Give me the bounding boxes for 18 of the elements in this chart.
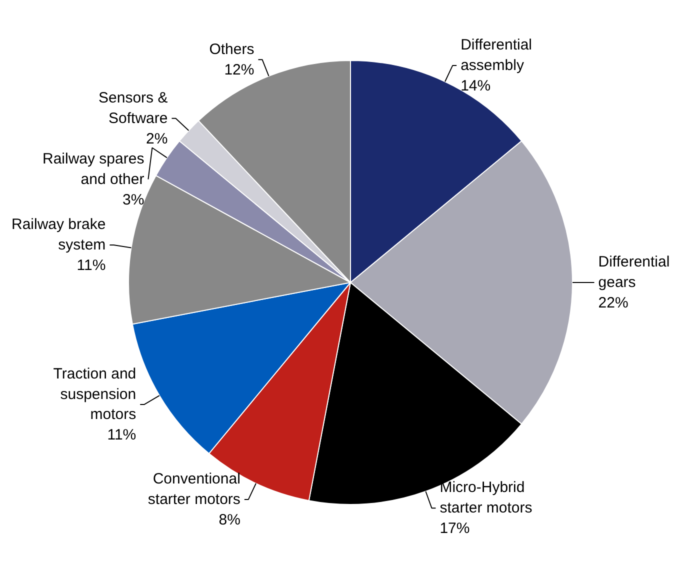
data-label: 11% — [76, 256, 106, 274]
slice-label: Differential gears — [598, 254, 670, 291]
slice-label: Conventional starter motors — [148, 470, 240, 508]
slice-label: Sensors & Software — [98, 89, 168, 127]
slice-label: Railway spares and other — [42, 150, 144, 188]
data-label: 17% — [440, 520, 470, 537]
slice-label: Micro-Hybrid starter motors — [440, 479, 532, 517]
data-label: 2% — [146, 130, 168, 148]
data-label: 11% — [107, 426, 136, 444]
data-label: 8% — [218, 511, 240, 528]
data-label: 3% — [122, 191, 144, 208]
slice-label: Differential assembly — [460, 36, 532, 74]
slice-label: Others — [209, 40, 254, 58]
slice-label: Traction and suspension motors — [53, 365, 136, 424]
data-label: 22% — [598, 294, 628, 312]
data-label: 14% — [460, 77, 491, 94]
slice-label: Railway brake system — [11, 216, 106, 254]
data-label: 12% — [224, 61, 254, 78]
